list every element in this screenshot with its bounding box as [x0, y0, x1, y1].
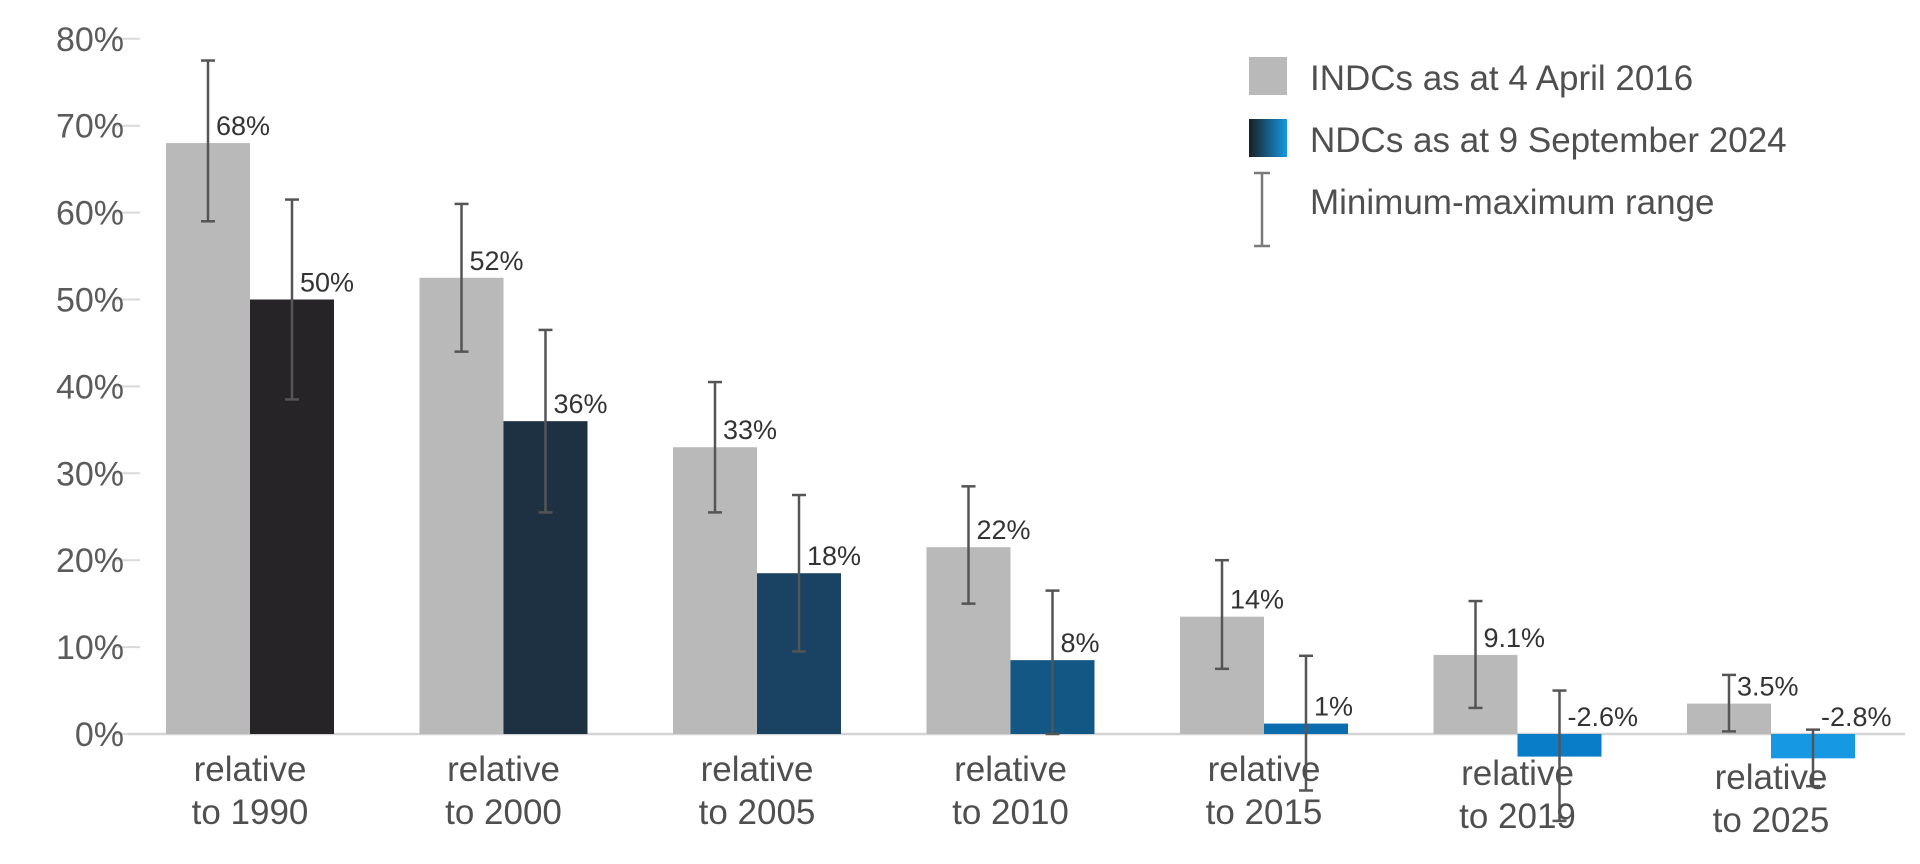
category-label-4-line-0: relative	[1208, 750, 1321, 789]
data-label-indcs-2: 33%	[723, 415, 777, 445]
legend-label-range: Minimum-maximum range	[1310, 183, 1715, 222]
data-label-ndcs-5: -2.6%	[1568, 702, 1639, 732]
category-label-2-line-0: relative	[701, 750, 814, 789]
y-tick-label: 30%	[56, 455, 124, 493]
bar-indcs-1	[419, 277, 504, 734]
range-bar-indcs-5	[1468, 599, 1483, 710]
bar-indcs-0	[166, 143, 250, 734]
category-label-3-line-1: to 2010	[952, 793, 1069, 832]
data-label-indcs-3: 22%	[977, 515, 1031, 545]
category-label-6-line-1: to 2025	[1713, 801, 1830, 840]
data-label-ndcs-6: -2.8%	[1821, 702, 1892, 732]
category-label-2-line-1: to 2005	[699, 793, 816, 832]
legend-swatch-ndcs	[1249, 119, 1287, 157]
data-label-ndcs-2: 18%	[807, 541, 861, 571]
category-label-3-line-0: relative	[954, 750, 1067, 789]
category-label-6-line-0: relative	[1715, 758, 1828, 797]
category-label-5-line-0: relative	[1461, 754, 1574, 793]
range-bar-ndcs-2	[792, 493, 806, 653]
legend-swatch-indcs	[1249, 57, 1287, 95]
y-tick-label: 50%	[56, 282, 124, 320]
data-label-indcs-0: 68%	[216, 111, 270, 141]
range-bar-indcs-1	[454, 202, 469, 353]
data-label-ndcs-4: 1%	[1314, 692, 1353, 722]
y-tick-label: 60%	[56, 195, 124, 233]
data-label-ndcs-3: 8%	[1061, 628, 1100, 658]
category-label-0-line-1: to 1990	[192, 793, 309, 832]
range-bar-indcs-3	[961, 485, 976, 605]
y-tick-label: 40%	[56, 368, 124, 406]
range-bar-ndcs-6	[1806, 728, 1820, 788]
category-label-5-line-1: to 2019	[1459, 797, 1576, 836]
category-label-4-line-1: to 2015	[1206, 793, 1323, 832]
legend-range-icon	[1254, 171, 1270, 248]
data-label-ndcs-1: 36%	[554, 389, 608, 419]
data-label-indcs-6: 3.5%	[1737, 672, 1799, 702]
data-labels: 68% 50% 52% 36% 33% 18% 22% 8% 14% 1% 9.1% -2.6% 3.5…	[216, 111, 1892, 732]
bars	[166, 143, 1855, 759]
range-bar-ndcs-1	[538, 328, 553, 514]
range-bar-ndcs-4	[1299, 654, 1313, 792]
range-bar-ndcs-3	[1045, 589, 1060, 736]
category-label-0-line-0: relative	[194, 750, 307, 789]
y-tick-label: 70%	[56, 108, 124, 146]
range-bar-ndcs-5	[1552, 689, 1567, 823]
range-bar-indcs-2	[708, 380, 722, 514]
category-label-1-line-0: relative	[447, 750, 560, 789]
y-tick-label: 0%	[75, 716, 124, 754]
category-label-1-line-1: to 2000	[445, 793, 562, 832]
range-bar-ndcs-0	[285, 198, 299, 401]
legend-label-ndcs: NDCs as at 9 September 2024	[1310, 121, 1787, 160]
data-label-indcs-5: 9.1%	[1484, 623, 1546, 653]
y-tick-label: 80%	[56, 21, 124, 59]
data-label-indcs-4: 14%	[1230, 585, 1284, 615]
y-tick-label: 20%	[56, 542, 124, 580]
error-bars	[201, 59, 1820, 823]
range-bar-indcs-0	[201, 59, 215, 223]
y-tick-label: 10%	[56, 629, 124, 667]
range-bar-indcs-6	[1722, 673, 1736, 733]
range-bar-indcs-4	[1215, 558, 1229, 671]
legend: INDCs as at 4 April 2016 NDCs as at 9 Se…	[1249, 57, 1787, 248]
legend-label-indcs: INDCs as at 4 April 2016	[1310, 59, 1693, 98]
data-label-ndcs-0: 50%	[300, 268, 354, 298]
data-label-indcs-1: 52%	[470, 246, 524, 276]
x-axis-categories: relative to 1990 relative to 2000 relative to…	[192, 750, 1830, 840]
